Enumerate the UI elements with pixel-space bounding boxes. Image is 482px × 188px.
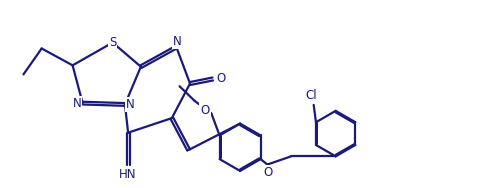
Text: N: N [126,98,135,111]
Text: O: O [264,166,273,179]
Text: Cl: Cl [306,89,317,102]
Text: HN: HN [120,168,137,181]
Text: O: O [216,72,226,85]
Text: S: S [109,36,116,49]
Text: N: N [73,97,81,110]
Text: N: N [173,35,182,48]
Text: O: O [201,104,210,117]
